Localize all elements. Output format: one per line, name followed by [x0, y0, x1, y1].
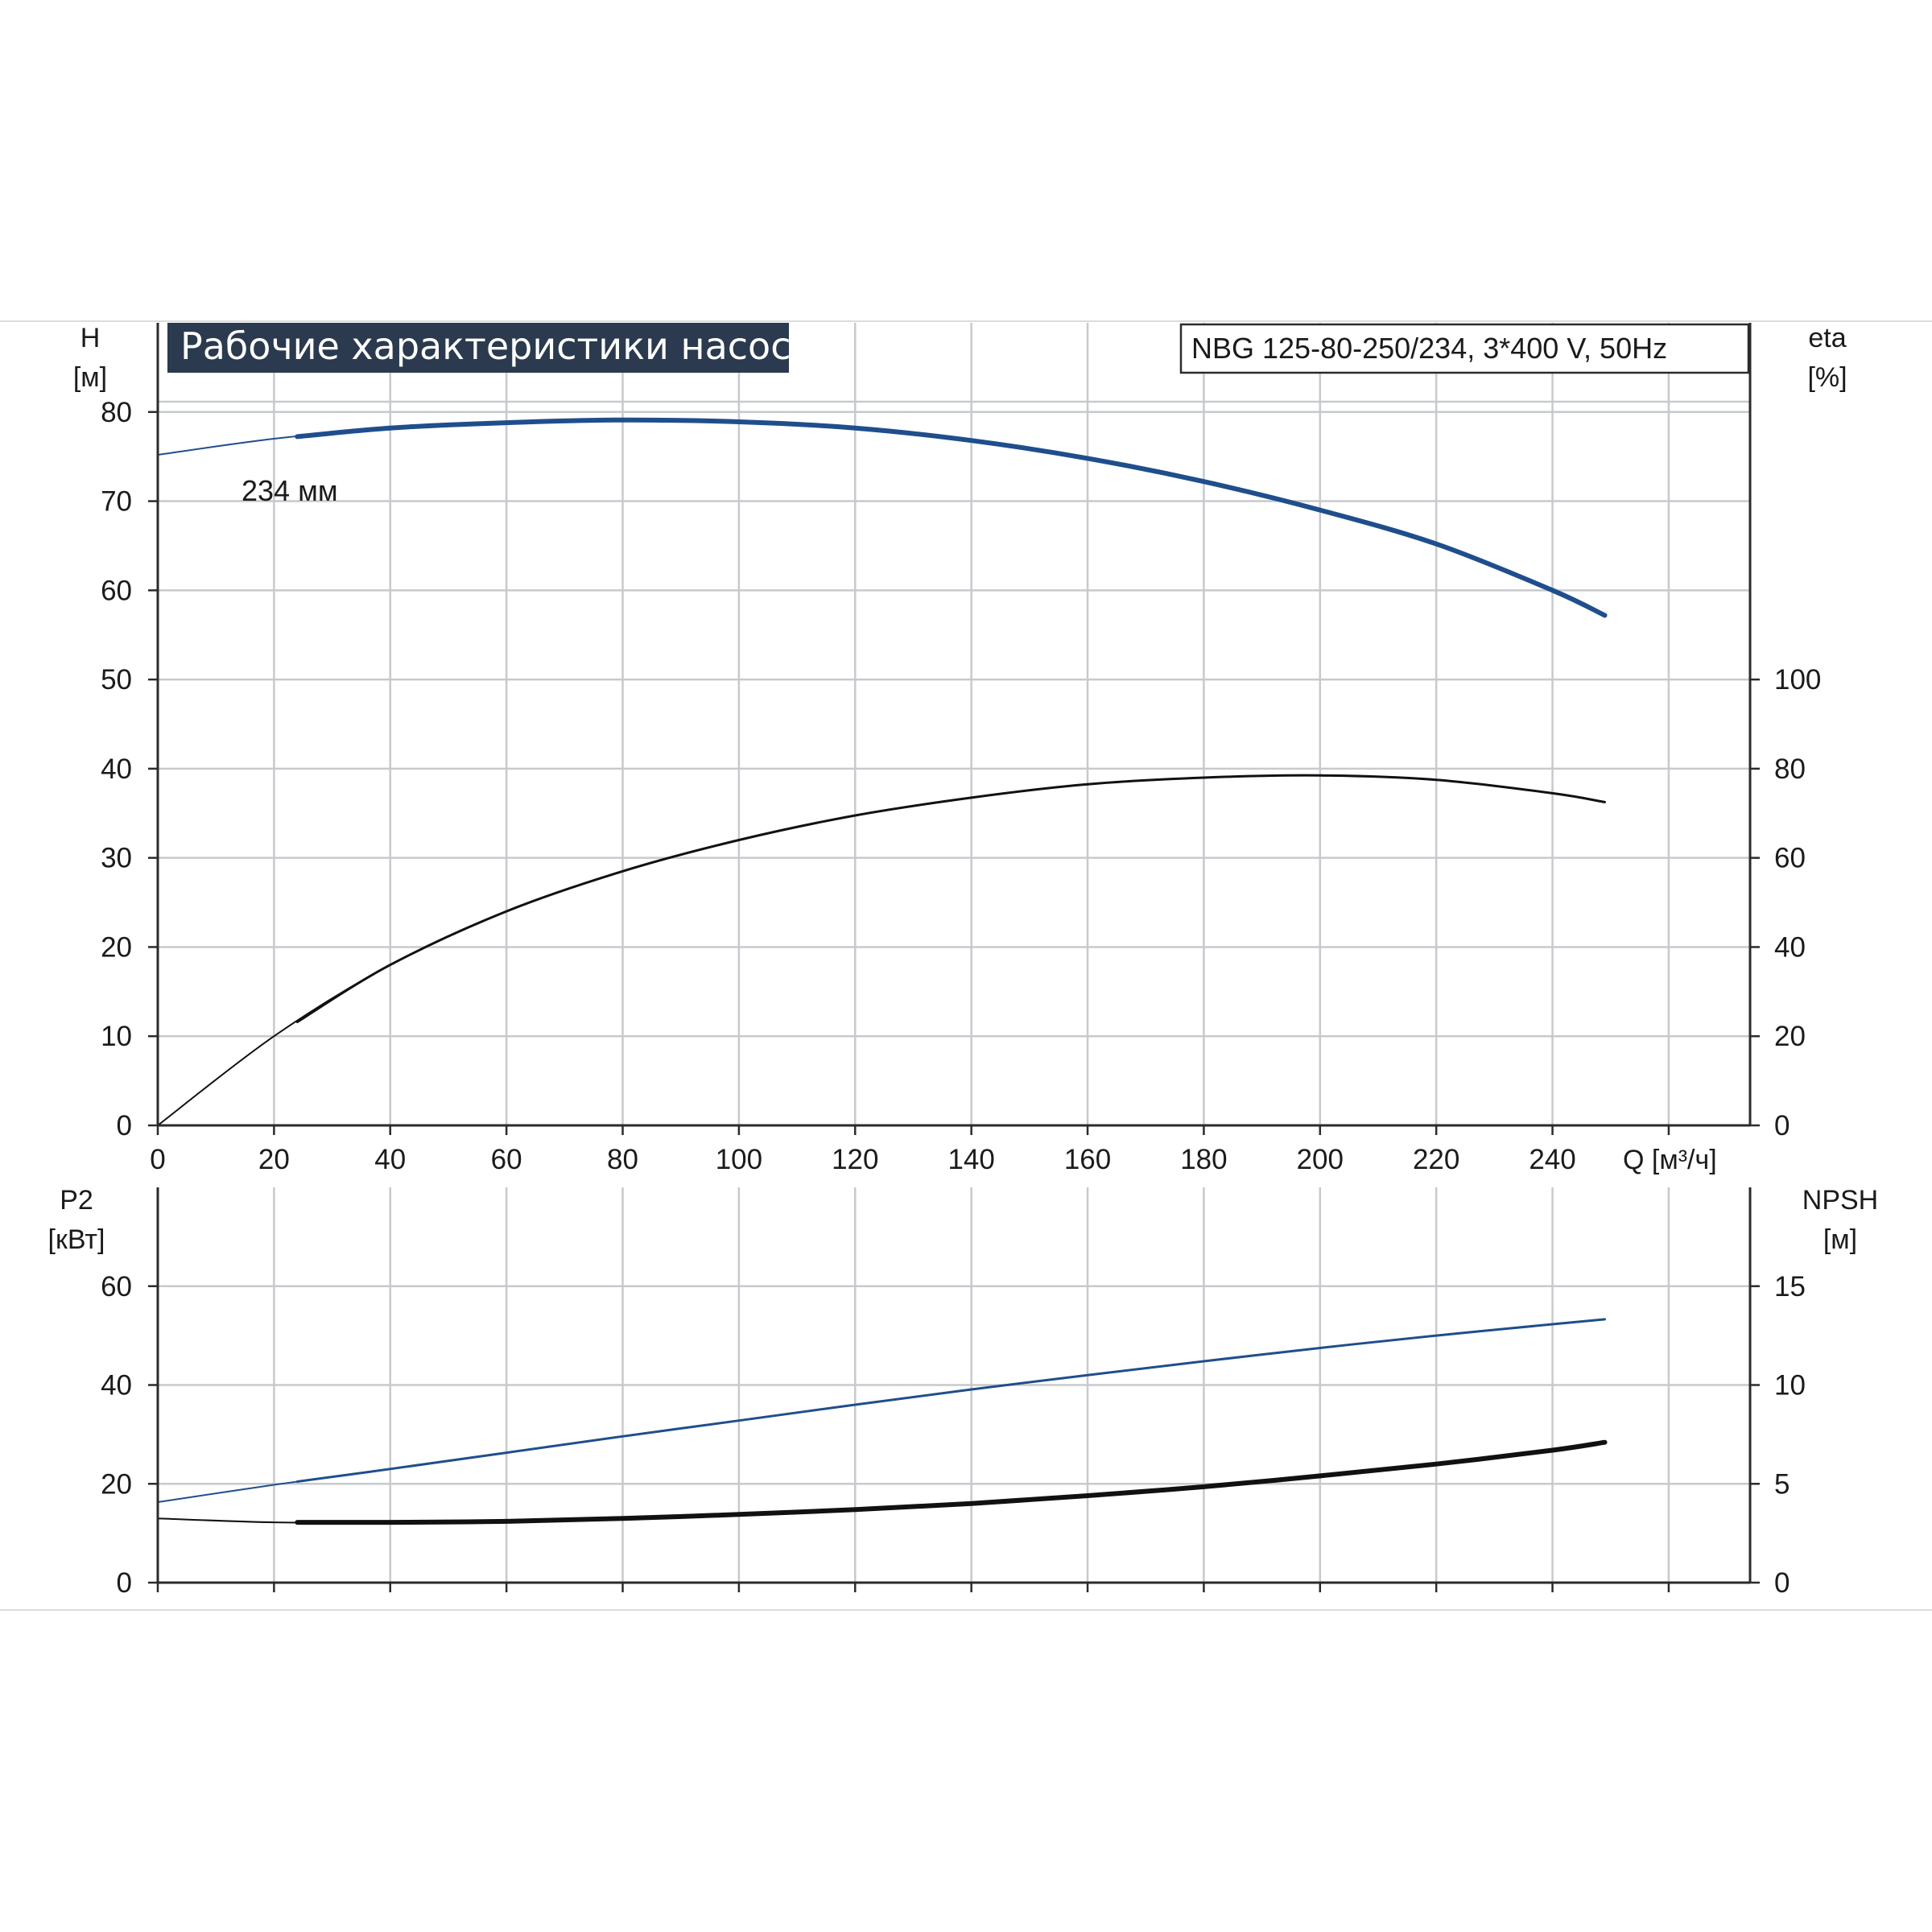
top-x-tick-label: 140 [947, 1144, 994, 1175]
top-x-tick-label: 220 [1413, 1144, 1459, 1175]
top-right-tick-label: 20 [1774, 1021, 1806, 1052]
chart-title: Рабочие характеристики насоса [180, 324, 814, 368]
bottom-series-0-curve [295, 1318, 1606, 1483]
bottom-right-tick-label: 5 [1774, 1468, 1790, 1500]
top-panel: 0 10 20 30 40 50 60 70 80 0 20 40 60 80 100 0 20 40 60 80 10… [73, 323, 1847, 1175]
top-right-tick-label: 0 [1774, 1110, 1790, 1141]
bottom-left-tick-label: 60 [101, 1271, 132, 1302]
top-series-0-thin [157, 419, 1606, 617]
top-grid [158, 323, 1750, 1125]
top-series-1-thin [157, 774, 1606, 1126]
top-left-tick-label: 70 [101, 486, 132, 518]
top-x-tick-label: 60 [491, 1144, 522, 1175]
bottom-series-0-thin [157, 1318, 1606, 1503]
x-axis-label: Q [м³/ч] [1623, 1145, 1717, 1175]
top-x-tick-label: 40 [374, 1144, 406, 1175]
bottom-left-tick-label: 20 [101, 1468, 132, 1500]
bottom-right-tick-label: 10 [1774, 1370, 1806, 1402]
model-box-frame [1179, 323, 1750, 374]
top-series-1-curve [295, 774, 1606, 1023]
top-ticks: 0 10 20 30 40 50 60 70 80 0 20 40 60 80 100 0 20 40 60 80 10… [101, 397, 1821, 1175]
eta-axis-label: eta [1808, 323, 1846, 353]
bottom-left-tick-label: 0 [117, 1567, 132, 1599]
top-left-tick-label: 40 [101, 753, 132, 785]
top-right-tick-label: 60 [1774, 843, 1806, 874]
top-x-tick-label: 160 [1064, 1144, 1111, 1175]
p2-axis-unit: [кВт] [48, 1224, 105, 1255]
bottom-panel: 0 20 40 60 0 5 10 15 P2 [кВт] NPSH [м] [48, 1185, 1879, 1599]
p2-axis-label: P2 [60, 1185, 93, 1216]
title-background [167, 323, 789, 373]
bottom-left-tick-label: 40 [101, 1370, 132, 1402]
top-x-tick-label: 240 [1529, 1144, 1575, 1175]
npsh-axis-unit: [м] [1823, 1224, 1857, 1255]
top-right-tick-label: 100 [1774, 664, 1821, 696]
model-label: NBG 125-80-250/234, 3*400 V, 50Hz [1191, 332, 1667, 365]
top-x-tick-label: 20 [258, 1144, 290, 1175]
bottom-curves [157, 1318, 1608, 1525]
top-right-tick-label: 40 [1774, 931, 1806, 963]
top-series-0-curve [295, 417, 1608, 618]
npsh-axis-label: NPSH [1802, 1185, 1878, 1216]
h-axis-label: H [80, 323, 101, 353]
top-left-tick-label: 30 [101, 843, 132, 874]
top-left-tick-label: 60 [101, 575, 132, 606]
top-axes [156, 323, 1752, 1127]
model-box: NBG 125-80-250/234, 3*400 V, 50Hz [1179, 323, 1750, 374]
top-left-tick-label: 50 [101, 664, 132, 696]
curve-label-234: 234 мм [242, 474, 338, 507]
top-x-tick-label: 0 [150, 1144, 165, 1175]
h-axis-unit: [м] [73, 362, 107, 393]
top-x-tick-label: 80 [607, 1144, 638, 1175]
top-left-tick-label: 0 [117, 1110, 132, 1141]
top-x-tick-label: 120 [832, 1144, 878, 1175]
top-left-tick-label: 10 [101, 1021, 132, 1052]
title-box: Рабочие характеристики насоса [167, 323, 814, 373]
top-curves [157, 417, 1608, 1126]
top-left-tick-label: 80 [101, 397, 132, 428]
bottom-series-1-curve [295, 1439, 1608, 1525]
top-left-tick-label: 20 [101, 931, 132, 963]
top-right-tick-label: 80 [1774, 753, 1806, 785]
top-x-tick-label: 100 [716, 1144, 762, 1175]
bottom-right-tick-label: 0 [1774, 1567, 1790, 1599]
top-x-tick-label: 200 [1297, 1144, 1344, 1175]
bottom-right-tick-label: 15 [1774, 1271, 1806, 1302]
bottom-ticks: 0 20 40 60 0 5 10 15 [101, 1271, 1806, 1599]
eta-axis-unit: [%] [1807, 362, 1847, 393]
top-x-tick-label: 180 [1180, 1144, 1227, 1175]
